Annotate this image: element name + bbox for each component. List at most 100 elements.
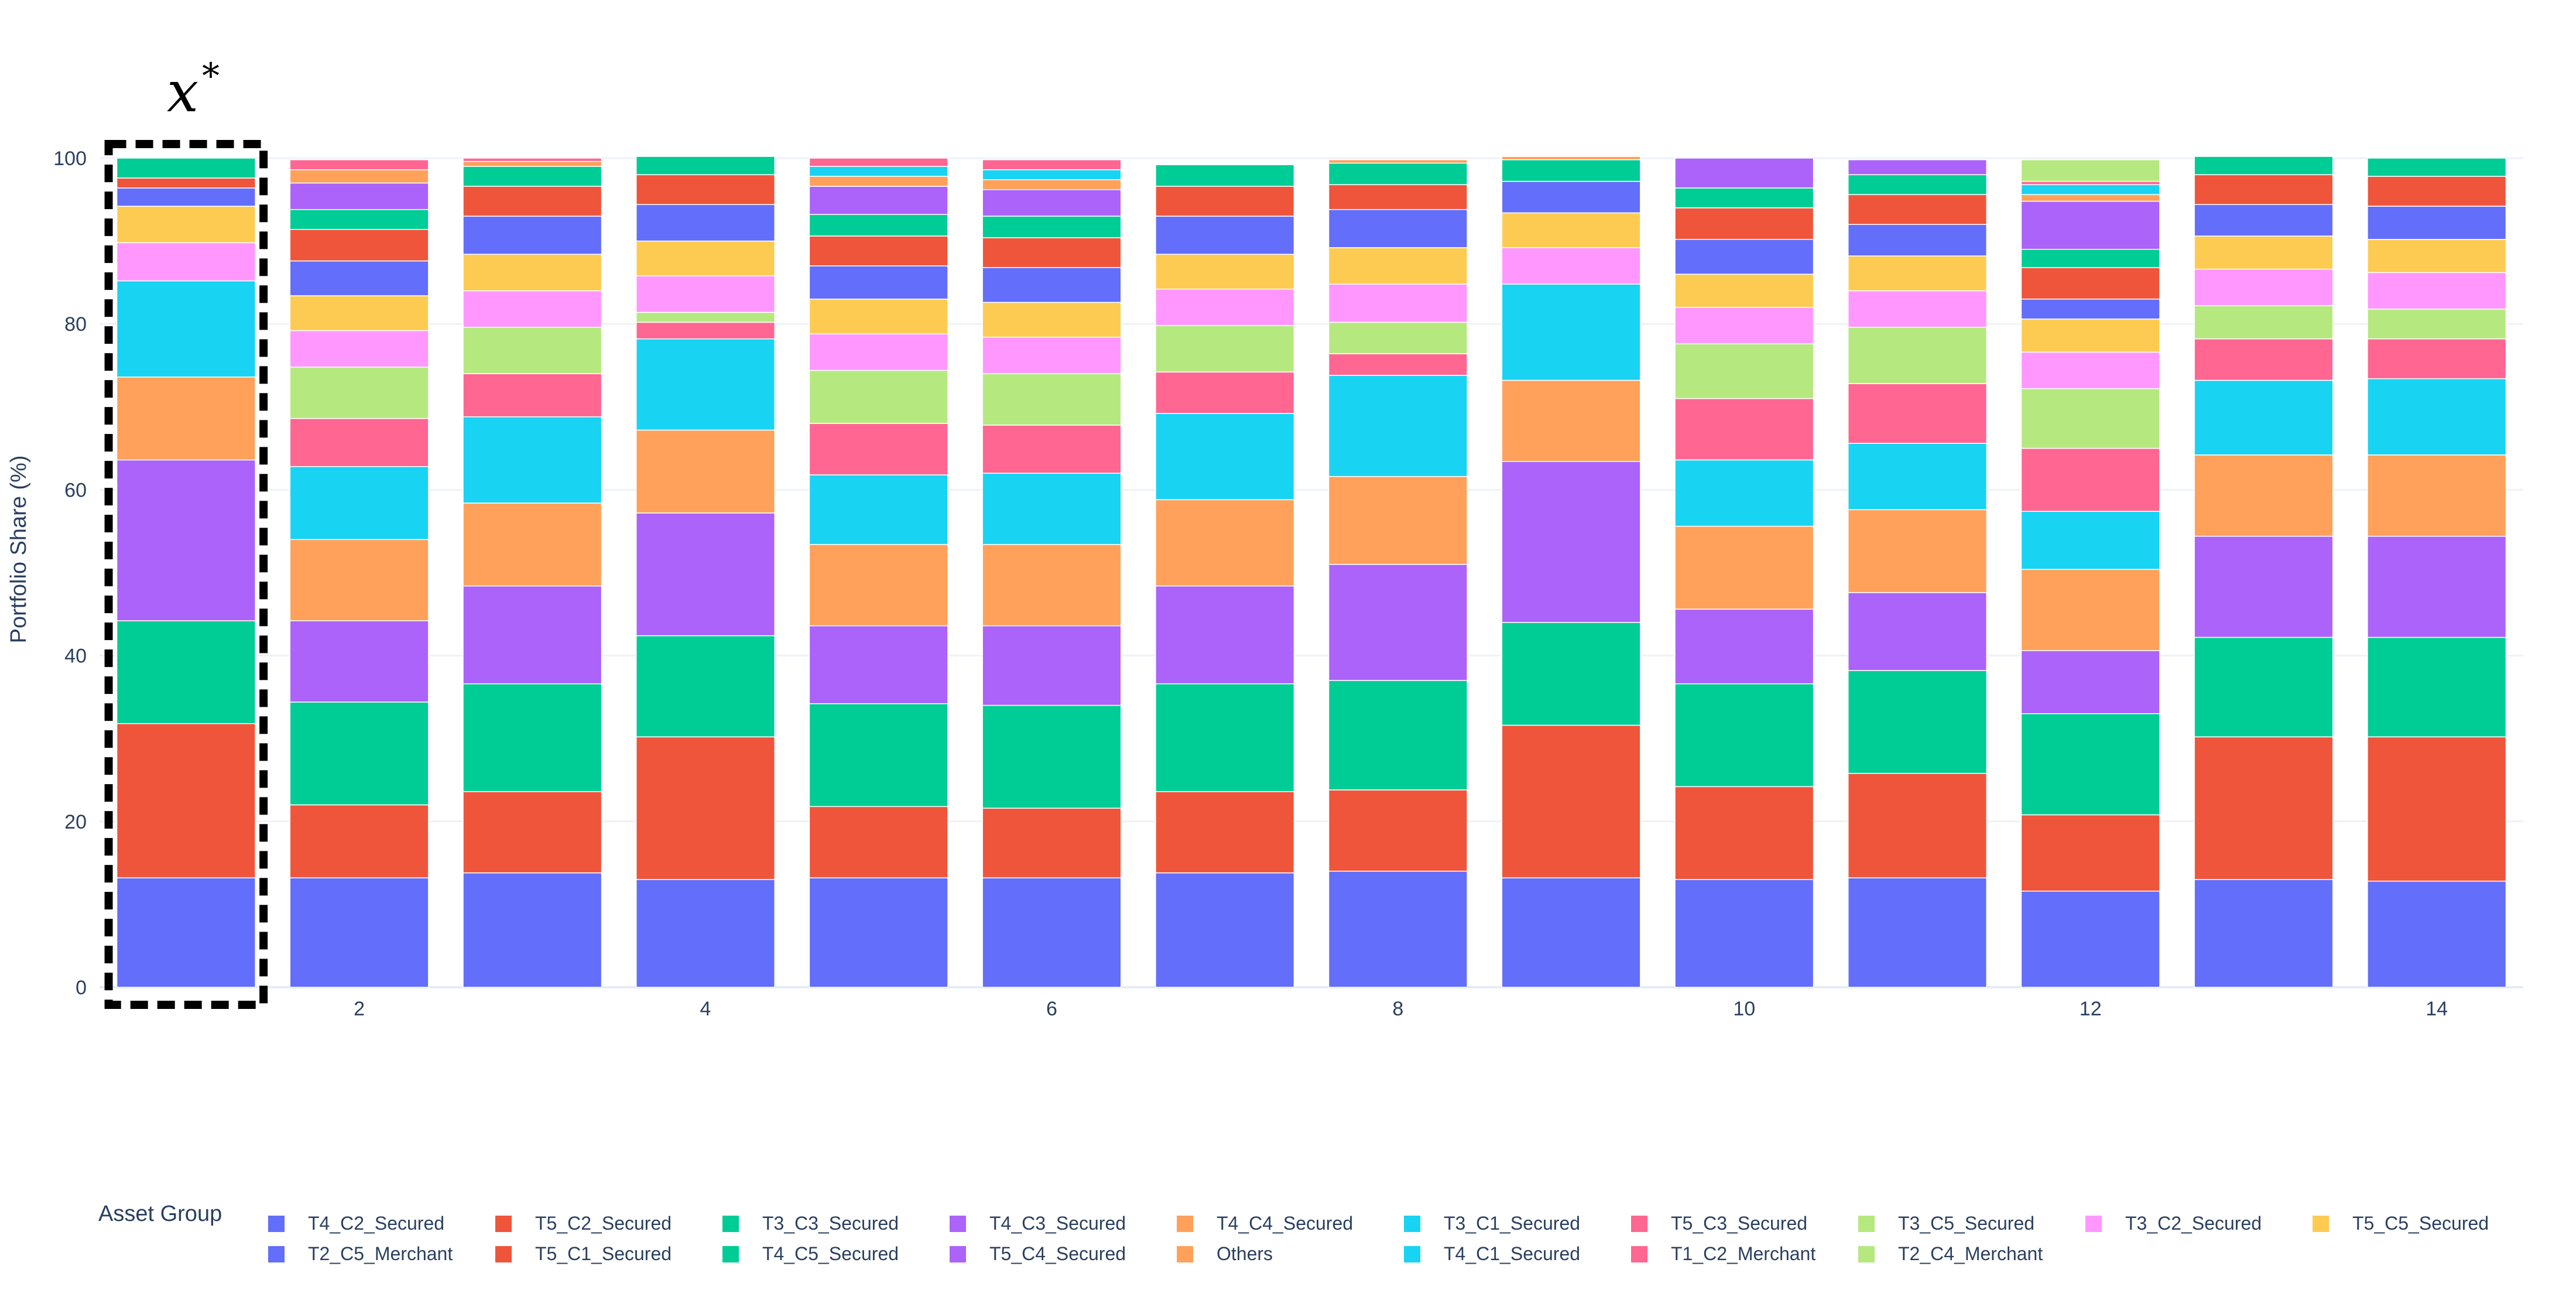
legend: T4_C2_Secured T5_C2_Secured T3_C3_Secured T…: [268, 1213, 2489, 1264]
bar-segment: [809, 265, 948, 300]
legend-swatch: [1631, 1216, 1647, 1232]
legend-label: T3_C1_Secured: [1444, 1213, 1580, 1234]
legend-swatch: [495, 1216, 512, 1232]
bar-segment: [289, 159, 429, 170]
bar-segment: [982, 337, 1122, 374]
bar-stack-13: [2194, 156, 2334, 988]
bar-segment: [1328, 564, 1468, 681]
bar-segment: [463, 683, 602, 792]
legend-title: Asset Group: [98, 1202, 222, 1226]
bar-segment: [809, 176, 948, 187]
bar-segment: [1674, 879, 1814, 988]
bar-segment: [1847, 592, 1988, 671]
bar-segment: [116, 177, 256, 189]
bar-segment: [982, 704, 1122, 809]
legend-item[interactable]: T3_C5_Secured: [1858, 1213, 2034, 1234]
legend-item[interactable]: T5_C1_Secured: [495, 1243, 672, 1264]
bar-segment: [463, 502, 602, 587]
bar-segment: [2194, 338, 2334, 381]
legend-item[interactable]: T3_C3_Secured: [722, 1213, 899, 1234]
bar-segment: [982, 237, 1122, 268]
bar-segment: [289, 418, 429, 467]
bar-segment: [2020, 249, 2160, 268]
bar-segment: [809, 166, 948, 177]
bar-segment: [1847, 194, 1988, 225]
bar-stack-10: [1674, 158, 1814, 988]
bar-stack-7: [1155, 164, 1295, 988]
legend-item[interactable]: T5_C4_Secured: [950, 1243, 1126, 1264]
bar-segment: [1847, 443, 1988, 511]
legend-item[interactable]: Others: [1177, 1243, 1273, 1264]
legend-item[interactable]: T4_C1_Secured: [1404, 1243, 1580, 1264]
bar-segment: [1155, 585, 1295, 685]
bar-segment: [2194, 305, 2334, 340]
bar-segment: [1328, 159, 1468, 164]
legend-item[interactable]: T4_C5_Secured: [722, 1243, 899, 1264]
legend-swatch: [1177, 1246, 1193, 1262]
y-axis-label: Portfolio Share (%): [6, 455, 31, 643]
bar-segment: [2020, 159, 2160, 182]
bar-segment: [2194, 204, 2334, 237]
bar-segment: [2194, 637, 2334, 738]
bar-segment: [2367, 272, 2507, 310]
legend-item[interactable]: T2_C4_Merchant: [1858, 1243, 2043, 1264]
bar-segment: [1501, 156, 1641, 160]
bar-segment: [2194, 736, 2334, 880]
legend-label: Others: [1217, 1243, 1273, 1264]
bar-segment: [1155, 215, 1295, 255]
legend-swatch: [1404, 1246, 1420, 1262]
bar-segment: [1328, 871, 1468, 988]
bar-segment: [116, 206, 256, 244]
bar-segment: [2020, 318, 2160, 353]
bar-segment: [1674, 307, 1814, 344]
legend-swatch: [495, 1246, 512, 1262]
legend-item[interactable]: T3_C2_Secured: [2085, 1213, 2262, 1234]
legend-item[interactable]: T2_C5_Merchant: [268, 1243, 453, 1264]
bar-segment: [2367, 378, 2507, 456]
bar-segment: [1328, 184, 1468, 210]
bar-segment: [2367, 637, 2507, 738]
bar-segment: [2020, 388, 2160, 449]
legend-item[interactable]: T4_C3_Secured: [950, 1213, 1126, 1234]
x-star-symbol: x: [167, 59, 198, 125]
bar-stack-11: [1847, 159, 1988, 988]
bar-segment: [289, 229, 429, 262]
bar-segment: [463, 872, 602, 988]
bar-segment: [2194, 268, 2334, 306]
bar-segment: [1155, 413, 1295, 501]
x-tick-label: 14: [2426, 998, 2448, 1020]
bar-segment: [2020, 351, 2160, 389]
legend-item[interactable]: T1_C2_Merchant: [1631, 1243, 1815, 1264]
bar-segment: [1328, 321, 1468, 354]
x-tick-label: 8: [1392, 998, 1403, 1020]
legend-label: T2_C4_Merchant: [1898, 1243, 2043, 1264]
bar-segment: [982, 179, 1122, 190]
bar-segment: [982, 159, 1122, 170]
bar-segment: [1847, 327, 1988, 384]
bar-segment: [809, 214, 948, 237]
bar-stack-2: [289, 159, 429, 988]
bar-segment: [1674, 187, 1814, 208]
bar-segment: [2020, 650, 2160, 714]
bar-segment: [809, 369, 948, 424]
x-tick-label: 12: [2080, 998, 2102, 1020]
legend-item[interactable]: T5_C3_Secured: [1631, 1213, 1807, 1234]
bar-segment: [289, 295, 429, 331]
legend-item[interactable]: T3_C1_Secured: [1404, 1213, 1580, 1234]
x-tick-label: 2: [354, 998, 365, 1020]
bar-segment: [116, 242, 256, 282]
legend-item[interactable]: T5_C2_Secured: [495, 1213, 672, 1234]
bar-segment: [809, 235, 948, 266]
bar-segment: [809, 877, 948, 988]
legend-item[interactable]: T5_C5_Secured: [2313, 1213, 2489, 1234]
legend-item[interactable]: T4_C2_Secured: [268, 1213, 444, 1234]
legend-label: T3_C3_Secured: [762, 1213, 899, 1234]
bar-segment: [1328, 247, 1468, 285]
legend-label: T4_C5_Secured: [762, 1243, 899, 1264]
bar-segment: [2367, 176, 2507, 207]
legend-item[interactable]: T4_C4_Secured: [1177, 1213, 1353, 1234]
bar-segment: [1328, 475, 1468, 565]
legend-swatch: [2085, 1216, 2102, 1232]
bar-segment: [2194, 454, 2334, 537]
bar-segment: [982, 473, 1122, 545]
